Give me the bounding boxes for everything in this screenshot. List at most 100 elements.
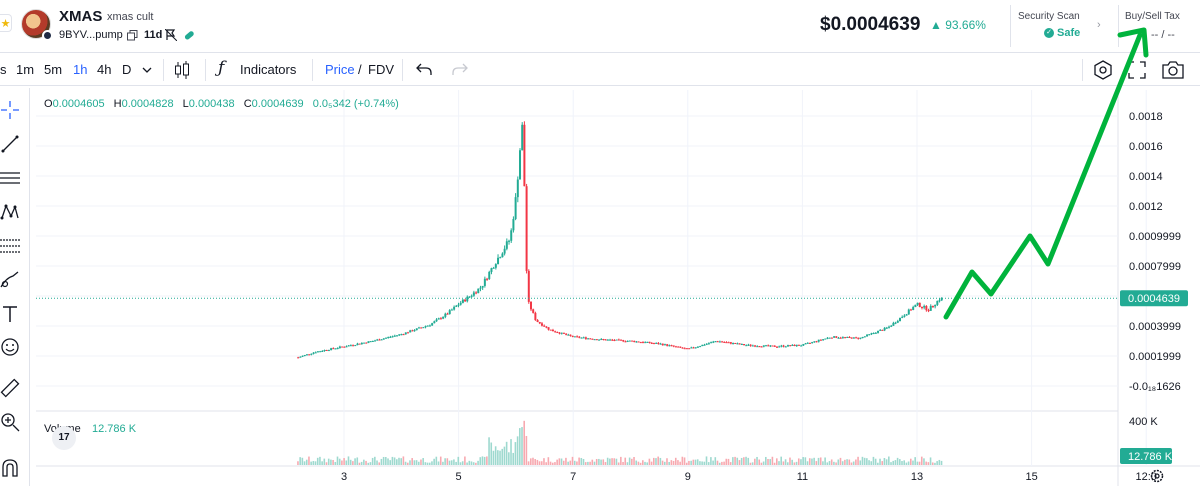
volume-bar (778, 461, 780, 465)
volume-bar (852, 461, 855, 465)
trend-line-icon[interactable] (0, 134, 20, 154)
zoom-in-icon[interactable] (0, 412, 20, 432)
candle-body (639, 342, 642, 344)
candle-body (354, 345, 357, 347)
candle-body (914, 304, 917, 308)
no-mint-icon (165, 29, 177, 41)
redo-icon[interactable] (452, 62, 468, 76)
candle-body (573, 336, 576, 338)
volume-bar (696, 459, 699, 465)
candle-body (909, 309, 912, 311)
ruler-icon[interactable] (0, 378, 20, 398)
candle-body (732, 342, 735, 344)
volume-bar (683, 457, 686, 465)
horizontal-lines-icon[interactable] (0, 168, 20, 188)
candle-body (593, 339, 596, 341)
volume-bar (857, 456, 859, 465)
candle-body (633, 340, 636, 342)
interval-5m[interactable]: 5m (44, 62, 63, 77)
candle-body (657, 342, 660, 345)
volume-bar (602, 459, 605, 465)
volume-bar (371, 457, 374, 465)
interval-1m[interactable]: 1m (16, 62, 35, 77)
candle-body (650, 342, 653, 344)
candle-body (532, 309, 535, 313)
volume-bar (426, 462, 429, 465)
magnet-icon[interactable] (0, 458, 20, 478)
copy-icon[interactable] (127, 30, 138, 41)
pattern-icon[interactable] (0, 202, 20, 222)
candle-body (551, 329, 554, 332)
volume-bar (319, 456, 321, 465)
candle-body (628, 340, 631, 342)
candle-body (483, 278, 486, 286)
current-price-badge (1120, 290, 1188, 307)
candle-body (578, 336, 581, 338)
candle-body (789, 345, 792, 347)
favorite-star-icon[interactable]: ★ (0, 14, 12, 32)
price-change-value: 93.66% (945, 18, 986, 32)
price-tick-label: 0.0003999 (1129, 321, 1181, 333)
candle-body (920, 306, 923, 308)
indicators-icon[interactable]: ƒ (218, 58, 225, 78)
chevron-down-icon[interactable] (142, 65, 152, 75)
gear-icon[interactable] (1150, 469, 1164, 483)
candle-body (778, 346, 781, 348)
candle-body (545, 326, 548, 328)
volume-bar (817, 457, 820, 465)
fibonacci-icon[interactable] (0, 236, 20, 256)
interval-1h[interactable]: 1h (73, 62, 88, 77)
candle-body (883, 327, 886, 331)
candle-body (376, 339, 379, 341)
tradingview-logo[interactable]: 17 (52, 426, 76, 450)
indicators-button[interactable]: Indicators (240, 62, 297, 77)
volume-bars (297, 420, 943, 465)
candle-body (837, 337, 840, 339)
open-value: 0.0004605 (52, 98, 105, 110)
security-scan-panel[interactable]: Security Scan › ✓ Safe (1010, 5, 1108, 47)
fdv-toggle[interactable]: FDV (368, 62, 394, 77)
camera-icon[interactable] (1162, 61, 1184, 79)
interval-seconds[interactable]: s (0, 62, 7, 77)
undo-icon[interactable] (416, 62, 432, 76)
emoji-icon[interactable] (0, 337, 20, 357)
volume-bar (534, 459, 536, 465)
volume-bar (797, 458, 800, 465)
volume-bar (413, 460, 416, 465)
volume-bar (872, 456, 875, 465)
candle-body (503, 248, 506, 254)
price-toggle[interactable]: Price (325, 62, 355, 77)
interval-d[interactable]: D (122, 62, 132, 77)
candle-body (363, 342, 366, 344)
volume-bar (442, 461, 444, 465)
candle-body (760, 346, 763, 348)
candle-body (598, 339, 601, 341)
candle-body (892, 322, 895, 326)
volume-bar (367, 462, 370, 465)
candle-body (844, 337, 847, 339)
price-tick-label: 0.0018 (1129, 111, 1163, 123)
volume-bar (330, 459, 332, 465)
volume-bar (833, 461, 835, 465)
candle-body (393, 335, 396, 337)
text-tool-icon[interactable] (0, 304, 20, 324)
chart-settings-icon[interactable] (1093, 60, 1113, 80)
annotation-arrow-head (1117, 27, 1149, 58)
crosshair-icon[interactable] (0, 100, 20, 120)
candle-body (319, 351, 322, 353)
volume-bar (826, 462, 829, 465)
volume-bar (613, 458, 616, 465)
candlestick-icon[interactable] (174, 60, 190, 80)
tax-panel[interactable]: Buy/Sell Tax -- / -- (1118, 5, 1200, 47)
volume-bar (679, 461, 681, 465)
volume-bar (453, 459, 455, 465)
volume-bar (617, 462, 620, 465)
volume-bar (692, 459, 695, 465)
candle-body (703, 344, 706, 346)
candle-body (716, 341, 719, 343)
interval-4h[interactable]: 4h (97, 62, 112, 77)
volume-bar (909, 458, 912, 465)
brush-icon[interactable] (0, 270, 20, 290)
candle-body (336, 348, 339, 350)
